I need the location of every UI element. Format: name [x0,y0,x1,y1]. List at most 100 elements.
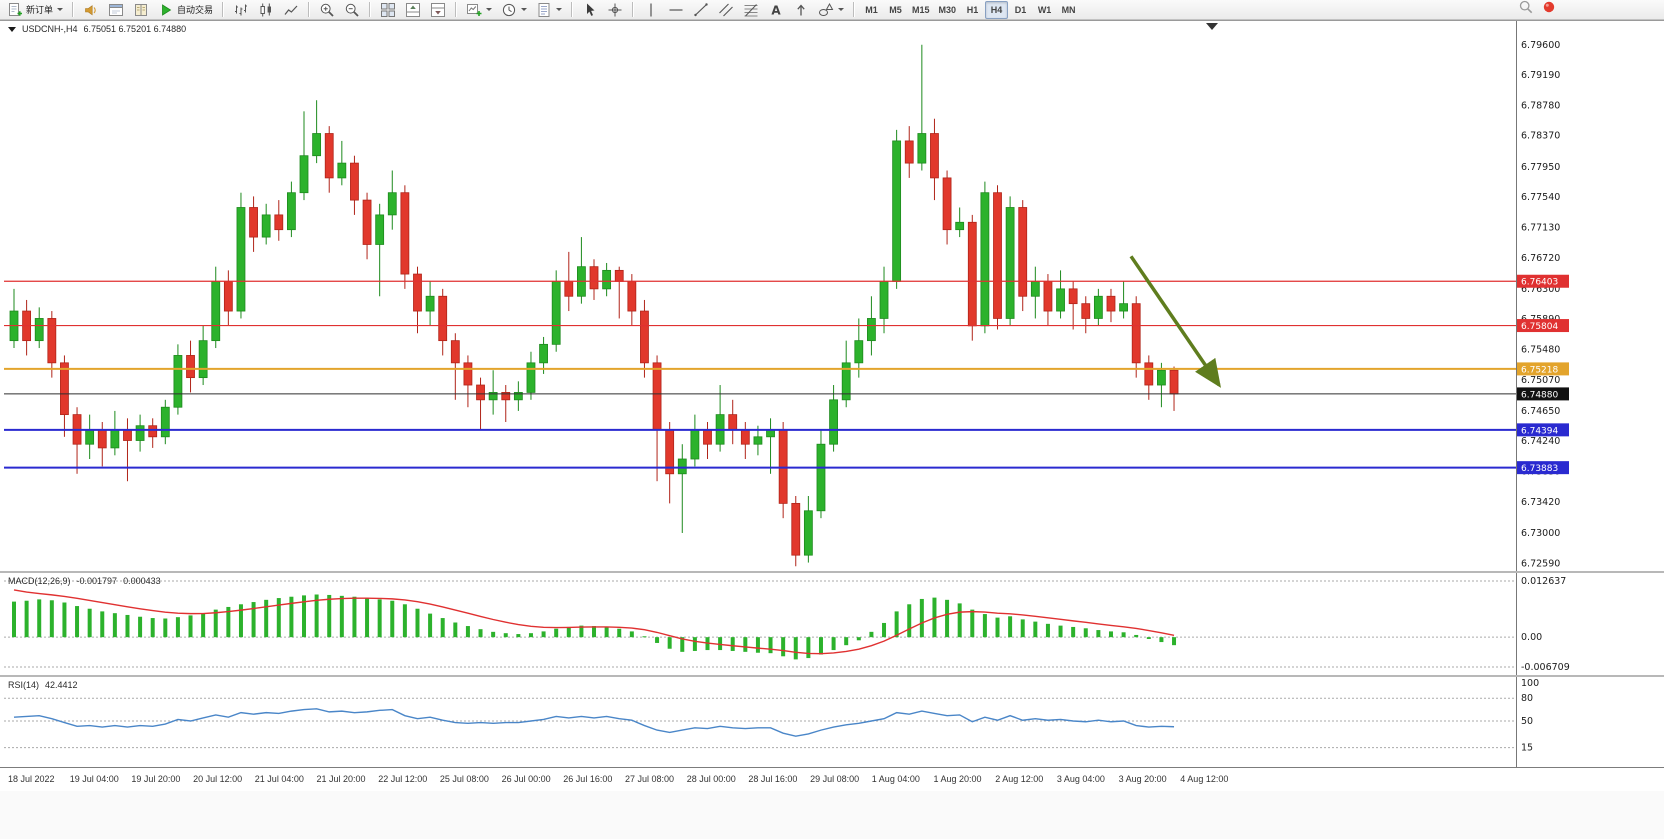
toolbar-tf-w1[interactable]: W1 [1033,1,1056,19]
svg-text:6.74880: 6.74880 [1521,390,1558,400]
toolbar-label: W1 [1037,4,1052,15]
svg-text:6.75804: 6.75804 [1521,322,1558,332]
toolbar-market-watch[interactable] [104,1,128,19]
toolbar-tf-m30[interactable]: M30 [935,1,961,19]
rsi-panel[interactable]: 100 80 50 15 RSI(14) 42.4412 [0,677,1664,767]
time-label: 25 Jul 08:00 [439,774,489,784]
toolbar-data-window[interactable] [129,1,153,19]
toolbar-cursor[interactable] [578,1,602,19]
horn-icon [83,2,99,18]
toolbar-chart-shift[interactable] [426,1,450,19]
price-chart-canvas[interactable]: 6.79600 6.79190 6.78780 6.78370 6.77950 6.775… [0,21,1664,571]
tline-icon [693,2,709,18]
toolbar-label: M30 [938,4,957,15]
toolbar-crosshair[interactable] [603,1,627,19]
toolbar-text-label[interactable]: A [764,1,788,19]
candles-icon [258,2,274,18]
svg-text:6.72590: 6.72590 [1521,558,1560,569]
toolbar-tf-mn[interactable]: MN [1057,1,1080,19]
toolbar-horizontal-line[interactable] [664,1,688,19]
toolbar-bar-chart-mode[interactable] [229,1,253,19]
toolbar-sound-alert[interactable] [79,1,103,19]
toolbar-tf-h1[interactable]: H1 [961,1,984,19]
toolbar-candlestick-mode[interactable] [254,1,278,19]
arrow-sym-icon [793,2,809,18]
rsi-line [13,708,1175,737]
chart-menu-icon[interactable] [8,26,16,32]
macd-name: MACD(12,26,9) [8,576,71,586]
toolbar-fibonacci[interactable] [739,1,763,19]
toolbar-arrow-object[interactable] [789,1,813,19]
price-badge [1517,387,1569,401]
toolbar-indicators[interactable] [462,1,496,19]
time-label: 4 Aug 12:00 [1180,774,1229,784]
price-badge [1517,461,1569,475]
toolbar-tf-m5[interactable]: M5 [884,1,907,19]
fibo-icon [743,2,759,18]
macd-canvas[interactable]: 0.012637 0.00 -0.006709 [0,573,1664,675]
toolbar-label: H1 [966,4,979,15]
toolbar-group-inserts [462,1,566,19]
toolbar-label: 新订单 [26,5,54,15]
rsi-canvas[interactable]: 100 80 50 15 [0,677,1664,767]
toolbar-zoom-in[interactable] [315,1,339,19]
alert-dot-icon[interactable] [1541,0,1557,20]
main-toolbar: 新订单 自动交易 A M1 M5 M15 M30 H1 H4 D1 W1 MN [0,0,1664,20]
toolbar-label: MN [1061,4,1076,15]
toolbar-right-icons [1518,0,1557,20]
time-label: 20 Jul 12:00 [193,774,243,784]
svg-text:A: A [771,3,781,17]
svg-text:6.77130: 6.77130 [1521,222,1560,233]
svg-text:6.76403: 6.76403 [1521,278,1558,288]
toolbar-templates[interactable] [532,1,566,19]
svg-text:100: 100 [1521,678,1539,689]
toolbar-periods[interactable] [497,1,531,19]
toolbar-zoom-out[interactable] [340,1,364,19]
time-label: 28 Jul 16:00 [748,774,798,784]
channel-icon [718,2,734,18]
dropdown-caret-icon [57,8,64,11]
toolbar-trend-line[interactable] [689,1,713,19]
macd-main-value: -0.001797 [76,576,118,586]
macd-header: MACD(12,26,9) -0.001797 0.000433 [8,576,161,586]
svg-text:6.75070: 6.75070 [1521,375,1560,386]
chart-plus-icon [466,2,482,18]
panel-splitter[interactable] [0,571,1664,573]
toolbar-tf-m1[interactable]: M1 [860,1,883,19]
svg-text:6.77950: 6.77950 [1521,162,1560,173]
time-label: 21 Jul 20:00 [316,774,366,784]
toolbar-tf-d1[interactable]: D1 [1009,1,1032,19]
toolbar-label: M1 [865,4,878,15]
macd-panel[interactable]: 0.012637 0.00 -0.006709 MACD(12,26,9) -0.0… [0,573,1664,675]
toolbar-tf-m15[interactable]: M15 [908,1,934,19]
toolbar-group-pointer [578,1,627,19]
svg-text:6.77540: 6.77540 [1521,192,1560,203]
toolbar-new-order[interactable]: 新订单 [3,1,67,19]
time-label: 2 Aug 12:00 [995,774,1044,784]
toolbar-tf-h4[interactable]: H4 [985,0,1009,19]
toolbar-line-chart-mode[interactable] [279,1,303,19]
time-label: 3 Aug 20:00 [1118,774,1167,784]
toolbar-auto-scroll[interactable] [401,1,425,19]
time-label: 19 Jul 20:00 [131,774,181,784]
cursor-icon [582,2,598,18]
search-icon[interactable] [1518,0,1534,20]
trend-arrow-annotation[interactable] [1129,255,1221,388]
toolbar-equidistant-channel[interactable] [714,1,738,19]
price-badge [1517,274,1569,288]
rsi-value: 42.4412 [45,680,78,690]
textA-icon: A [768,2,784,18]
svg-text:6.74650: 6.74650 [1521,406,1560,417]
time-axis[interactable]: 18 Jul 2022 19 Jul 04:00 19 Jul 20:00 20 Ju… [0,767,1664,791]
toolbar-vertical-line[interactable] [639,1,663,19]
panel-splitter[interactable] [0,675,1664,677]
price-chart-panel[interactable]: 6.79600 6.79190 6.78780 6.78370 6.77950 6.775… [0,21,1664,571]
toolbar-auto-trading[interactable]: 自动交易 [154,1,217,19]
svg-text:6.74394: 6.74394 [1521,426,1558,436]
toolbar-tile-windows[interactable] [376,1,400,19]
time-label: 26 Jul 16:00 [563,774,613,784]
rsi-header: RSI(14) 42.4412 [8,680,78,690]
macd-signal-value: 0.000433 [123,576,161,586]
symbol-title: USDCNH-,H4 [22,24,78,34]
toolbar-shapes[interactable] [814,1,848,19]
